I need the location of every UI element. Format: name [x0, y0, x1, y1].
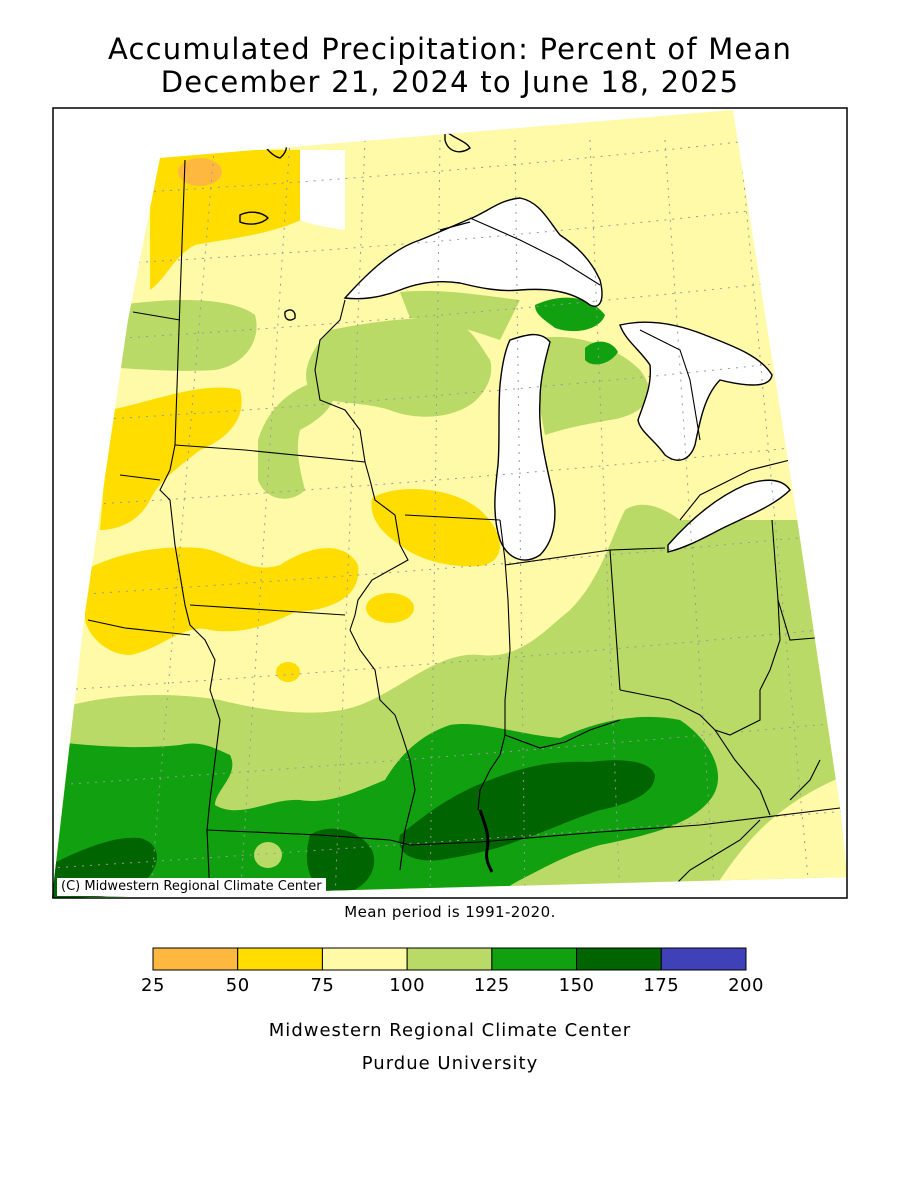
copyright-label: (C) Midwestern Regional Climate Center	[57, 878, 326, 896]
legend-colorbar	[152, 947, 747, 971]
contour-75-100-southeast	[700, 770, 847, 898]
map-frame	[52, 107, 848, 899]
legend-tick-label: 175	[643, 975, 680, 996]
legend-swatch-25-50	[152, 947, 239, 971]
legend-tick-label: 25	[141, 975, 165, 996]
contour-100-125-mn	[120, 300, 257, 371]
map-date-range: December 21, 2024 to June 18, 2025	[160, 65, 740, 99]
legend-tick-label: 50	[225, 975, 250, 996]
contour-100-125-wi-west	[258, 380, 335, 499]
lake-superior	[345, 198, 602, 307]
contour-100-125-lower-mi	[530, 336, 649, 435]
footer-university: Purdue University	[361, 1053, 539, 1074]
footer-organization: Midwestern Regional Climate Center	[268, 1020, 632, 1041]
contour-150-175-ky	[399, 760, 655, 861]
contour-100-125-up-west	[400, 290, 520, 340]
contour-50-75-west	[100, 387, 242, 530]
contour-50-75-iowa-east	[366, 593, 414, 623]
contour-125-150-mi-tip	[585, 341, 618, 365]
legend-swatch-100-125	[406, 947, 493, 971]
legend-swatch-50-75	[237, 947, 323, 971]
legend-swatch-125-150	[491, 947, 578, 971]
contour-50-75-iowa-spot	[276, 662, 300, 682]
contour-50-75-wi-il	[371, 488, 500, 567]
legend-tick-label: 200	[728, 975, 764, 996]
mean-period-note: Mean period is 1991-2020.	[344, 903, 556, 921]
lake-huron	[620, 322, 772, 461]
graticule	[52, 134, 847, 898]
legend-swatch-175-200	[660, 947, 747, 971]
state-borders	[87, 159, 841, 898]
contour-100-125-pocket	[254, 842, 282, 868]
legend-tick-label: 150	[558, 975, 595, 996]
contour-100-125-north-wi	[306, 318, 492, 417]
contour-layer	[52, 110, 847, 898]
legend-swatch-150-175	[576, 947, 662, 971]
contour-25-50-nw-mn	[178, 158, 222, 186]
legend-tick-label: 100	[389, 975, 426, 996]
contour-50-75-iowa	[85, 547, 359, 655]
legend-swatch-75-100	[321, 947, 408, 971]
contour-150-175-sw	[52, 837, 157, 898]
contour-125-150-up	[535, 297, 605, 332]
legend-tick-label: 125	[473, 975, 510, 996]
legend-tick-label: 75	[310, 975, 335, 996]
lake-erie	[668, 480, 790, 552]
lake-of-the-woods-area	[300, 150, 345, 230]
map-title: Accumulated Precipitation: Percent of Me…	[107, 32, 793, 66]
river-segment	[478, 809, 494, 873]
